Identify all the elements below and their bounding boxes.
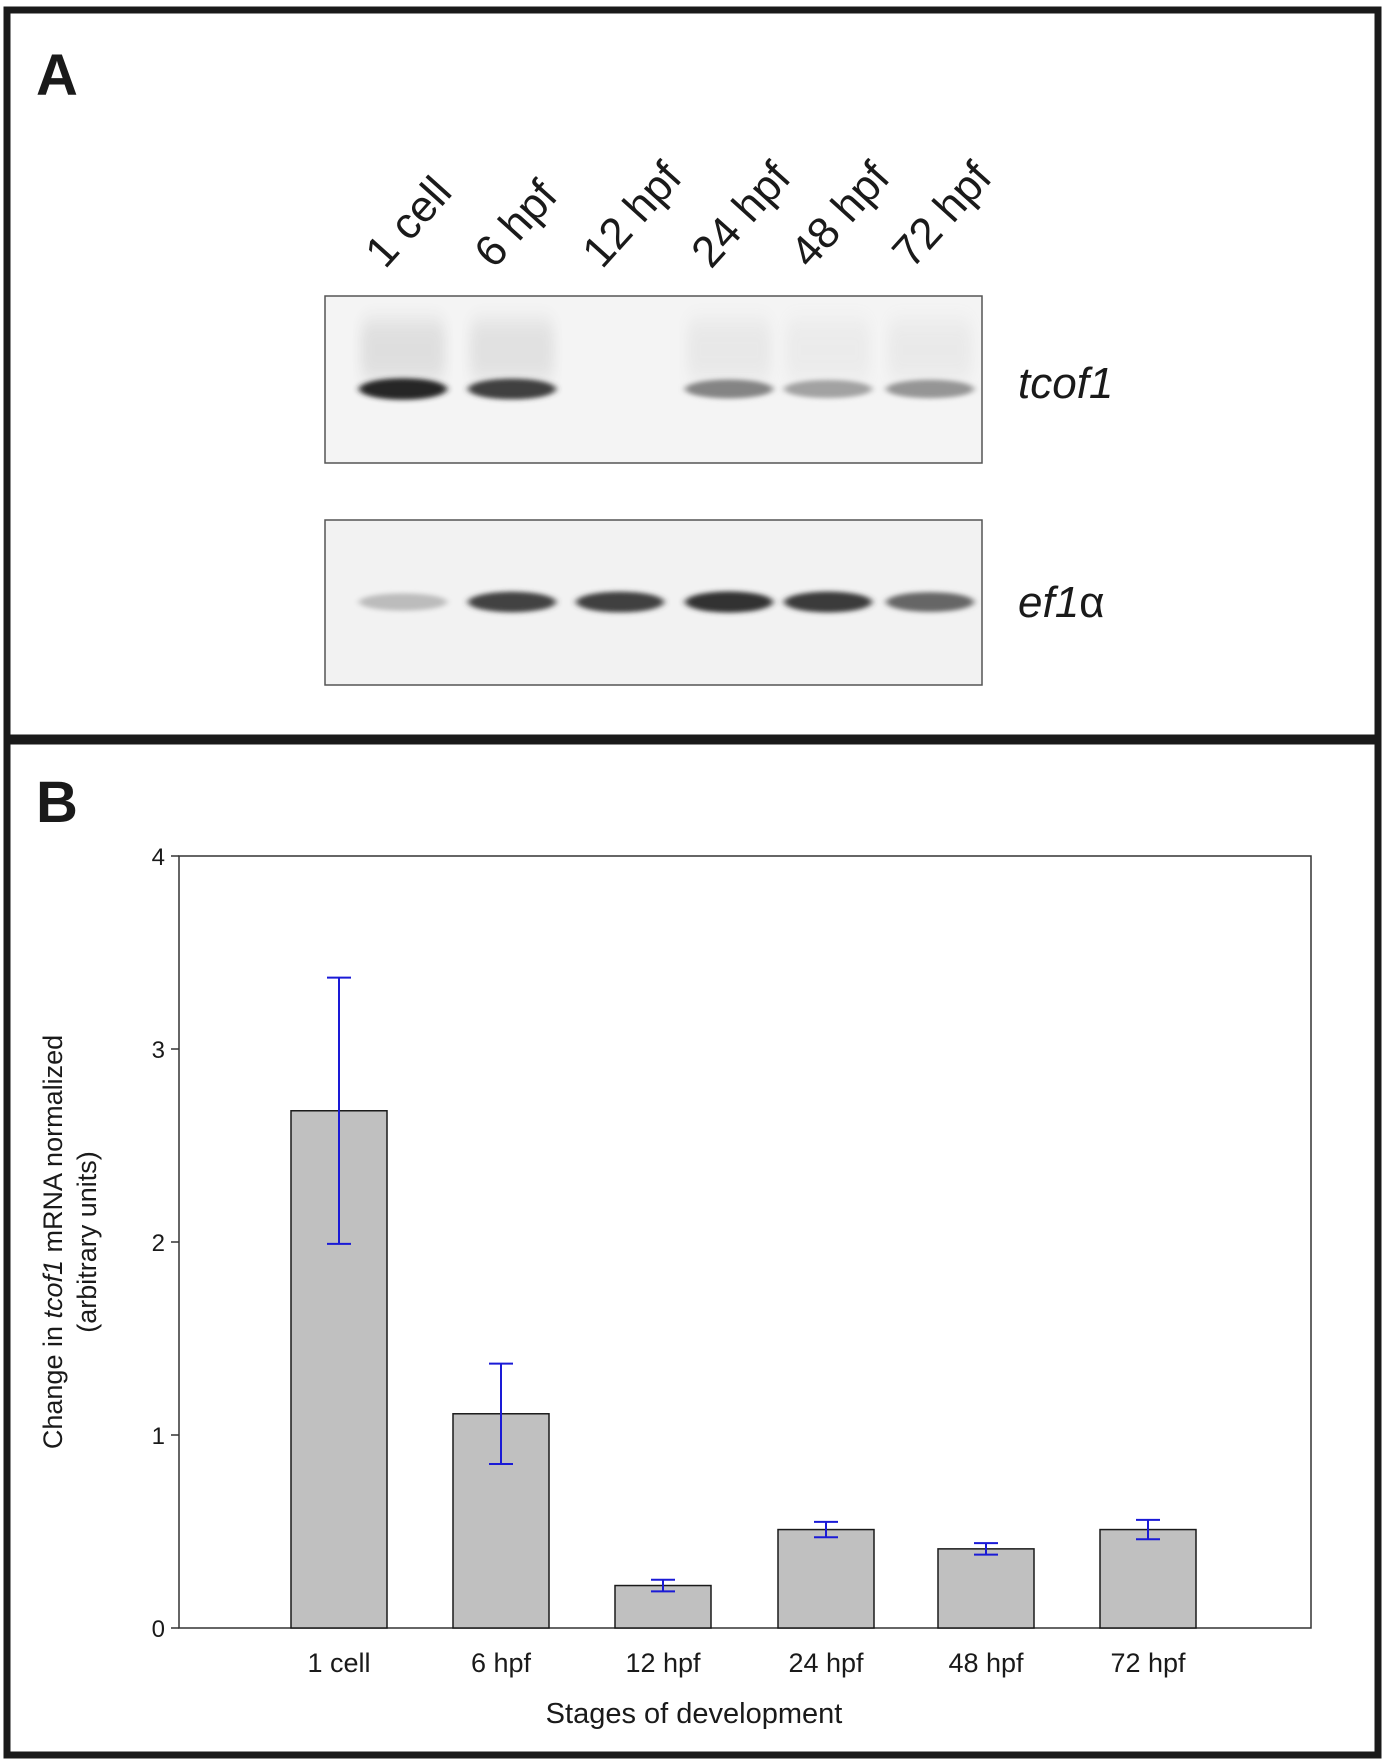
band-smear-tcof1-24-hpf	[687, 320, 771, 380]
ef1a-bands	[359, 591, 974, 613]
band-tcof1-48-hpf	[784, 379, 872, 399]
lane-label-24-hpf: 24 hpf	[682, 152, 801, 276]
panel-b-letter: B	[36, 770, 78, 835]
y-axis-title-line2: (arbitrary units)	[72, 1151, 102, 1333]
x-tick-label-72-hpf: 72 hpf	[1110, 1648, 1186, 1678]
x-tick-label-12-hpf: 12 hpf	[625, 1648, 701, 1678]
lane-label-6-hpf: 6 hpf	[465, 171, 567, 277]
gene-label-ef1a: ef1α	[1018, 578, 1105, 627]
y-tick-label-1: 1	[152, 1423, 165, 1450]
panel-b-frame	[3, 737, 1382, 1759]
tcof1-bands	[359, 320, 974, 400]
gene-label-ef1a-main: ef1	[1018, 578, 1079, 627]
band-smear-tcof1-48-hpf	[786, 320, 870, 380]
x-axis-title: Stages of development	[546, 1698, 843, 1730]
bar-24-hpf	[777, 1528, 875, 1629]
lane-label-48-hpf: 48 hpf	[781, 152, 900, 276]
band-tcof1-1-cell	[359, 378, 447, 400]
y-axis-title-part3: mRNA normalized	[38, 1035, 68, 1260]
bar-chart: 0 1 2 3 4 1 cell 6 hpf 12 hpf 24 hpf 48 hpf 72 hp…	[38, 844, 1312, 1730]
bar-48-hpf	[937, 1548, 1035, 1629]
band-smear-tcof1-72-hpf	[888, 320, 972, 380]
gene-label-tcof1-main: tcof1	[1018, 359, 1113, 408]
band-tcof1-72-hpf	[886, 379, 974, 399]
bar-72-hpf	[1099, 1528, 1197, 1629]
error-bars	[327, 976, 1160, 1593]
y-tick-label-4: 4	[152, 844, 165, 871]
y-axis-title-gene: tcof1	[38, 1260, 68, 1319]
band-smear-tcof1-1-cell	[361, 320, 445, 380]
band-ef1-72-hpf	[886, 592, 974, 612]
band-smear-tcof1-6-hpf	[470, 320, 554, 380]
y-axis-ticks: 0 1 2 3 4	[152, 844, 179, 1643]
band-ef1-1-cell	[359, 593, 447, 611]
x-tick-label-48-hpf: 48 hpf	[948, 1648, 1024, 1678]
y-axis-title-line1: Change in tcof1 mRNA normalized	[38, 1035, 68, 1449]
y-tick-label-0: 0	[152, 1616, 165, 1643]
x-tick-label-1-cell: 1 cell	[307, 1648, 370, 1678]
panel-a-letter: A	[36, 43, 78, 108]
bar-12-hpf	[614, 1584, 712, 1629]
band-ef1-6-hpf	[468, 591, 556, 613]
gene-label-tcof1: tcof1	[1018, 359, 1113, 408]
x-tick-label-24-hpf: 24 hpf	[788, 1648, 864, 1678]
y-tick-label-2: 2	[152, 1230, 165, 1257]
band-ef1-12-hpf	[576, 591, 664, 613]
y-axis-title-part1: Change in	[38, 1319, 68, 1450]
bars	[290, 1110, 1197, 1629]
band-ef1-48-hpf	[784, 591, 872, 613]
lane-label-1-cell: 1 cell	[356, 168, 461, 277]
y-axis-title: Change in tcof1 mRNA normalized (arbitra…	[38, 1035, 102, 1449]
x-tick-label-6-hpf: 6 hpf	[471, 1648, 532, 1678]
lane-label-12-hpf: 12 hpf	[573, 152, 692, 276]
x-axis-labels: 1 cell 6 hpf 12 hpf 24 hpf 48 hpf 72 hpf	[307, 1648, 1186, 1678]
band-ef1-24-hpf	[685, 591, 773, 613]
band-tcof1-24-hpf	[685, 379, 773, 399]
y-tick-label-3: 3	[152, 1037, 165, 1064]
gene-label-ef1a-suffix: α	[1079, 578, 1104, 627]
lane-label-72-hpf: 72 hpf	[883, 152, 1002, 276]
band-tcof1-6-hpf	[468, 378, 556, 400]
